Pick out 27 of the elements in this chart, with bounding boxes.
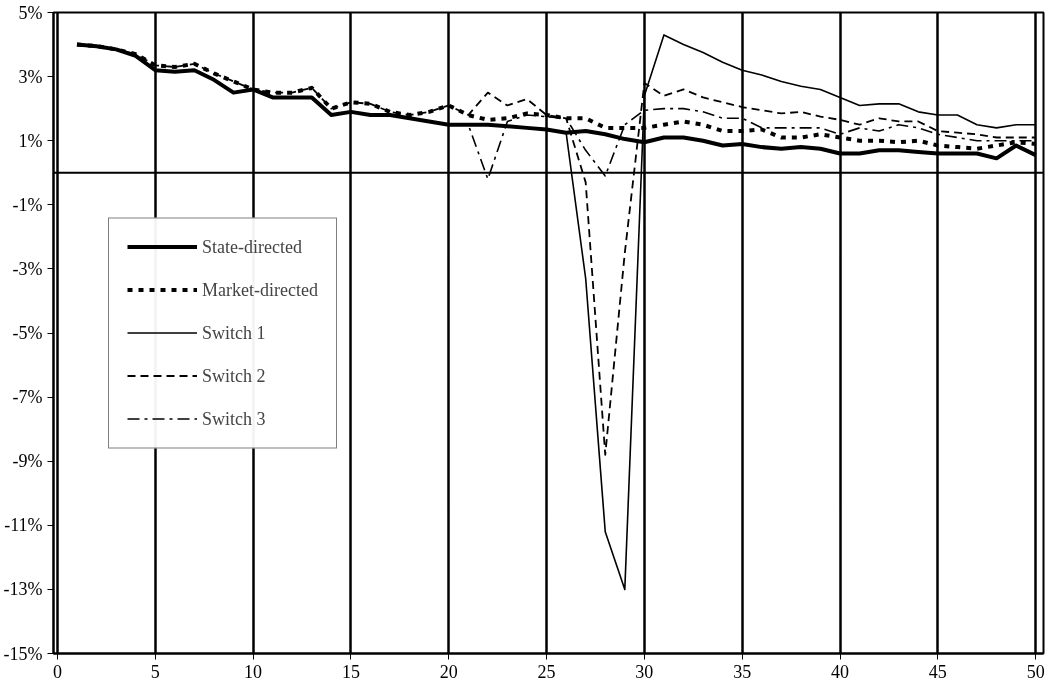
y-tick-label: 5% [18,2,43,23]
legend-label: Switch 3 [202,408,266,429]
y-tick-label: -5% [12,323,43,343]
x-tick-label: 15 [341,661,360,682]
x-tick-label: 25 [537,661,556,682]
x-tick-label: 45 [928,661,947,682]
x-tick-label: 5 [150,661,160,682]
y-tick-label: -1% [12,194,43,215]
y-tick-label: -13% [3,579,43,600]
x-tick-label: 10 [244,661,263,682]
y-tick-label: 1% [18,130,43,151]
x-tick-label: 0 [52,661,62,682]
x-tick-label: 50 [1026,661,1045,682]
legend-label: Switch 2 [202,365,266,386]
y-tick-label: -9% [12,451,43,472]
y-tick-label: -3% [12,258,43,279]
x-tick-label: 20 [439,661,458,682]
x-tick-label: 40 [831,661,850,682]
y-tick-label: -7% [12,387,43,408]
legend-label: Switch 1 [202,322,266,343]
y-tick-label: 3% [18,66,43,87]
legend-label: State-directed [202,236,302,257]
legend-label: Market-directed [202,279,318,300]
y-tick-label: -11% [4,515,43,536]
x-tick-label: 30 [635,661,654,682]
y-tick-label: -15% [3,643,43,664]
x-tick-label: 35 [733,661,752,682]
